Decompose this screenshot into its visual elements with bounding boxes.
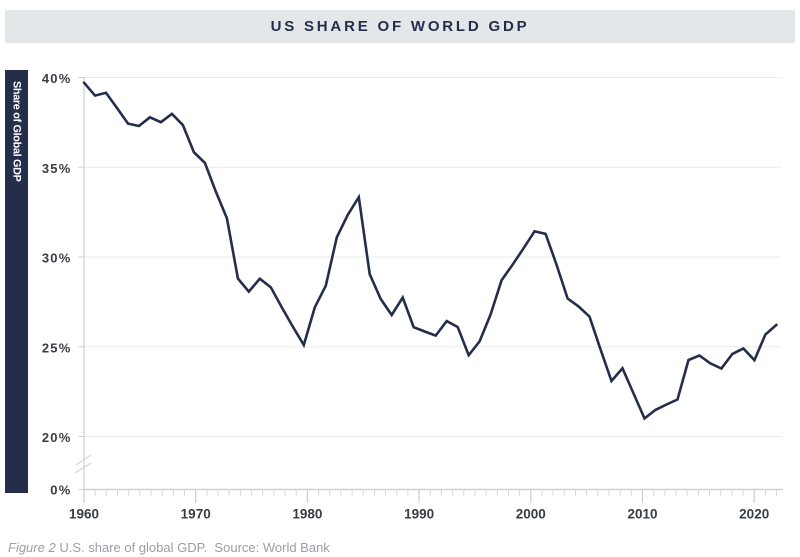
svg-text:25%: 25%	[42, 341, 72, 356]
svg-text:35%: 35%	[42, 161, 72, 176]
svg-text:1970: 1970	[181, 507, 211, 522]
svg-text:2000: 2000	[516, 507, 546, 522]
svg-text:1960: 1960	[69, 507, 99, 522]
svg-text:2010: 2010	[627, 507, 657, 522]
svg-text:1980: 1980	[292, 507, 322, 522]
svg-text:2020: 2020	[739, 507, 769, 522]
svg-text:0%: 0%	[50, 483, 71, 498]
svg-text:30%: 30%	[42, 251, 72, 266]
svg-text:40%: 40%	[42, 71, 72, 86]
svg-text:20%: 20%	[42, 430, 72, 445]
svg-text:1990: 1990	[404, 507, 434, 522]
